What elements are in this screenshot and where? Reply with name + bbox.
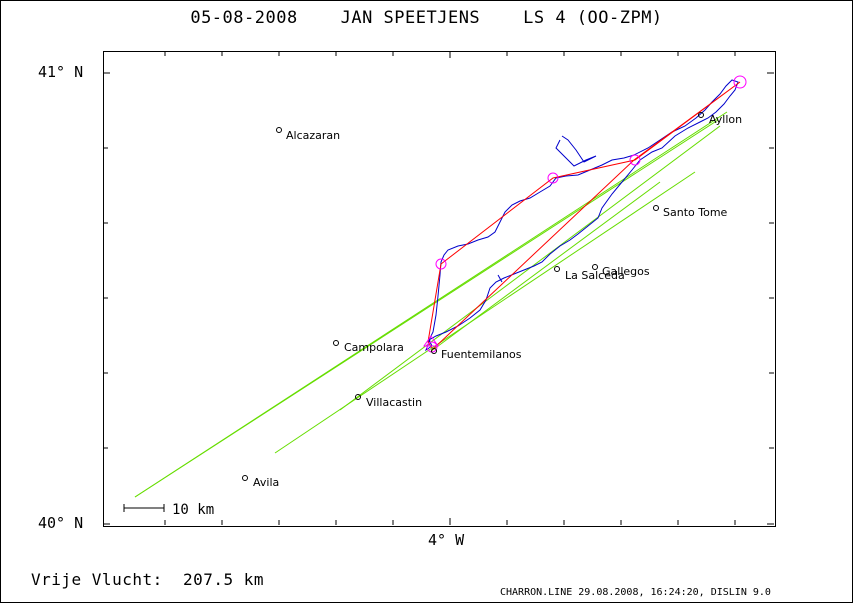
turnpoints [423, 75, 747, 353]
place-marker [698, 112, 704, 118]
sector-lines [134, 111, 728, 498]
place-label-campolara: Campolara [344, 341, 404, 354]
place-marker [333, 340, 339, 346]
credits-line: CHARRON.LINE 29.08.2008, 16:24:20, DISLI… [500, 587, 771, 598]
turnpoint-circle [435, 258, 447, 270]
turnpoint-circle [547, 172, 559, 184]
start-triangle [423, 335, 439, 347]
flight-track [424, 79, 739, 352]
place-label-gallegos: Gallegos [602, 265, 650, 278]
flight-title: 05-08-2008 JAN SPEETJENS LS 4 (OO-ZPM) [190, 8, 663, 28]
sector-line [274, 171, 696, 454]
place-label-alcazaran: Alcazaran [286, 129, 340, 142]
track-path [424, 79, 739, 352]
place-marker [355, 394, 361, 400]
place-label-la-salceda: La Salceda [565, 269, 625, 282]
place-marker [276, 127, 282, 133]
place-marker [653, 205, 659, 211]
place-labels: Alcazaran Ayllon Santo Tome Gallegos La … [253, 113, 742, 489]
scale-bar-label: 10 km [172, 502, 214, 518]
place-label-ayllon: Ayllon [709, 113, 742, 126]
turnpoint-circle [629, 154, 641, 166]
flight-distance: Vrije Vlucht: 207.5 km [31, 570, 265, 589]
scale-bar [123, 504, 165, 512]
task-line [427, 81, 741, 351]
lat-bottom-label: 40° N [38, 514, 84, 532]
map-frame [103, 51, 776, 527]
place-label-fuentemilanos: Fuentemilanos [441, 348, 522, 361]
place-markers [242, 112, 704, 481]
turnpoint-circle [733, 75, 747, 89]
track-segment [497, 274, 503, 283]
place-label-avila: Avila [253, 476, 279, 489]
place-marker [431, 348, 437, 354]
lat-top-label: 41° N [38, 63, 84, 81]
place-marker [592, 264, 598, 270]
place-label-villacastin: Villacastin [366, 396, 422, 409]
track-loop [555, 135, 597, 167]
place-marker [242, 475, 248, 481]
sector-line [429, 181, 661, 353]
place-label-santo-tome: Santo Tome [663, 206, 728, 219]
sector-line [134, 111, 728, 498]
place-marker [554, 266, 560, 272]
axis-ticks [103, 51, 774, 525]
lon-label: 4° W [428, 531, 465, 549]
